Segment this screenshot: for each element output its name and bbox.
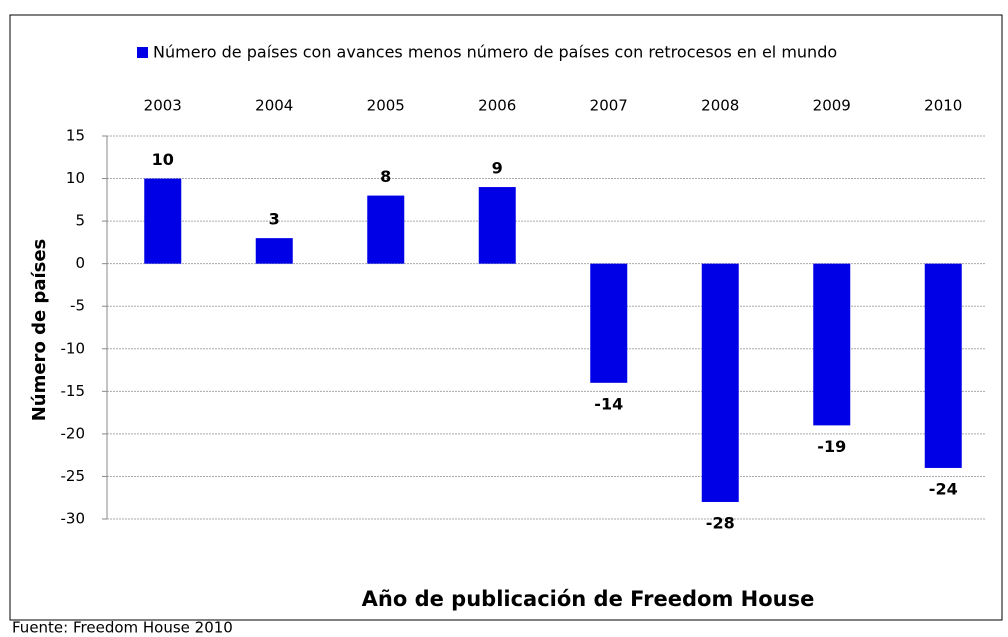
y-tick-label: -15	[61, 382, 86, 400]
x-tick-label: 2009	[813, 97, 851, 115]
y-tick-label: -25	[61, 467, 86, 485]
y-tick-label: -20	[61, 424, 86, 442]
y-tick-label: -5	[70, 297, 85, 315]
bar	[701, 263, 739, 502]
bar	[813, 263, 851, 426]
x-tick-label: 2008	[701, 97, 739, 115]
bar	[255, 238, 293, 264]
x-tick-label: 2006	[478, 97, 516, 115]
data-label: 9	[492, 159, 503, 178]
bar	[924, 263, 962, 468]
y-tick-label: 10	[66, 169, 85, 187]
x-tick-label: 2003	[144, 97, 182, 115]
data-label: 10	[152, 150, 174, 169]
y-tick-label: 15	[66, 127, 85, 145]
data-label: 3	[269, 210, 280, 229]
x-tick-label: 2010	[924, 97, 962, 115]
x-axis-title: Año de publicación de Freedom House	[362, 587, 815, 611]
x-tick-label: 2004	[255, 97, 293, 115]
legend-label: Número de países con avances menos númer…	[153, 43, 837, 62]
y-axis-title: Número de países	[29, 239, 50, 422]
chart-frame	[9, 14, 1003, 621]
bar	[367, 195, 405, 264]
y-tick-label: -30	[61, 510, 86, 528]
data-label: -14	[594, 394, 623, 413]
data-label: -19	[817, 437, 846, 456]
y-tick-label: -10	[61, 339, 86, 357]
x-tick-label: 2007	[590, 97, 628, 115]
bar	[144, 178, 182, 264]
source: Fuente: Freedom House 2010	[12, 619, 233, 637]
data-label: 8	[380, 167, 391, 186]
y-tick-label: 5	[75, 212, 85, 230]
data-label: -28	[706, 513, 735, 532]
bar	[478, 187, 516, 264]
data-label: -24	[929, 479, 958, 498]
bar	[590, 263, 628, 383]
legend-swatch	[137, 47, 148, 58]
y-tick-label: 0	[75, 254, 85, 272]
x-tick-label: 2005	[367, 97, 405, 115]
